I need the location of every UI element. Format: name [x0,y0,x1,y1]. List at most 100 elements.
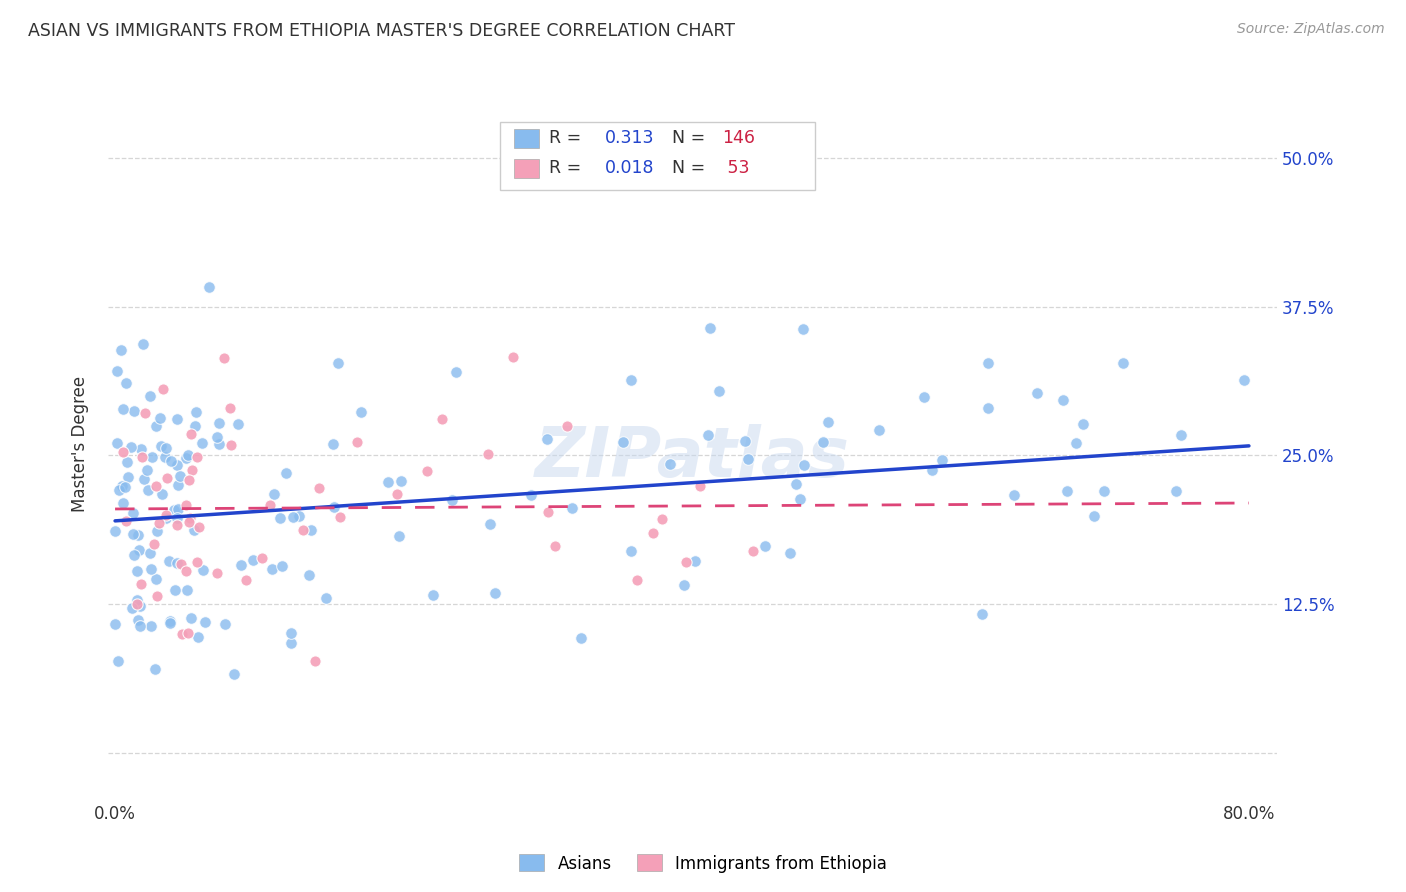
Point [742,543,765,558]
Point [811,435,834,450]
Point [502,350,524,364]
Point [176,450,198,465]
Point [416,465,439,479]
Point [155,508,177,523]
Point [117,470,139,484]
Point [111,496,134,510]
Point [131,442,153,456]
Text: 53: 53 [721,160,749,178]
Text: N =: N = [672,160,710,178]
Point [977,401,1000,415]
Text: N =: N = [672,129,710,147]
Text: Source: ZipAtlas.com: Source: ZipAtlas.com [1237,22,1385,37]
Point [1073,417,1095,431]
Point [187,520,209,534]
Point [177,448,200,462]
Point [699,320,721,334]
Point [155,511,177,525]
Point [219,437,242,451]
Point [127,597,149,611]
Point [208,416,231,430]
Point [141,619,163,633]
Point [165,582,187,597]
Point [150,486,173,500]
Point [146,589,169,603]
Point [170,558,193,572]
Point [193,562,215,576]
Point [138,389,160,403]
Point [651,512,673,526]
Point [675,555,697,569]
Point [304,654,326,668]
Point [107,655,129,669]
Point [226,417,249,431]
Point [444,366,467,380]
Point [658,458,681,472]
Point [184,418,207,433]
Point [149,410,172,425]
Point [212,351,235,365]
Point [308,481,330,495]
Point [186,555,208,569]
Point [1083,508,1105,523]
Point [157,554,180,568]
Point [163,503,186,517]
Point [1092,484,1115,499]
Point [179,511,201,525]
Point [127,564,149,578]
Point [484,586,506,600]
Point [127,613,149,627]
Point [260,562,283,576]
Point [198,280,221,294]
Point [329,510,352,524]
Point [143,536,166,550]
Point [160,454,183,468]
Point [231,558,253,572]
Text: R =: R = [548,129,586,147]
Point [190,436,212,450]
Point [131,450,153,464]
Point [156,471,179,485]
Point [176,582,198,597]
Point [128,619,150,633]
Point [155,441,177,455]
Point [146,524,169,538]
Point [115,514,138,528]
Point [108,483,131,498]
Point [1025,386,1047,401]
Point [785,477,807,491]
Point [105,363,128,377]
FancyBboxPatch shape [513,129,540,148]
Point [134,472,156,486]
Point [1056,484,1078,499]
Text: ASIAN VS IMMIGRANTS FROM ETHIOPIA MASTER'S DEGREE CORRELATION CHART: ASIAN VS IMMIGRANTS FROM ETHIOPIA MASTER… [28,22,735,40]
Point [166,556,188,570]
Point [259,498,281,512]
Point [181,463,204,477]
Point [177,515,200,529]
Point [177,625,200,640]
Point [519,488,541,502]
Point [931,453,953,467]
Point [159,614,181,628]
Point [124,404,146,418]
Point [544,539,567,553]
Point [537,505,560,519]
Point [139,545,162,559]
Point [779,546,801,560]
Point [159,615,181,630]
Point [283,509,305,524]
Point [737,452,759,467]
Point [391,474,413,488]
Point [205,566,228,580]
Point [174,498,197,512]
Point [128,542,150,557]
Point [672,578,695,592]
Point [104,524,127,539]
Point [612,434,634,449]
Point [689,479,711,493]
Point [224,667,246,681]
Point [134,405,156,419]
Point [166,458,188,473]
Point [252,551,274,566]
